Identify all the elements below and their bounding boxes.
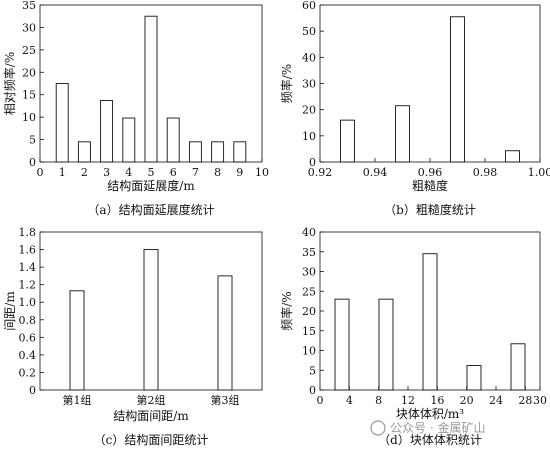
bar-a bbox=[211, 141, 225, 163]
y-tick-label-a: 30 bbox=[22, 21, 36, 34]
y-tick-label-d: 0 bbox=[309, 384, 316, 397]
x-tick-label-a: 10 bbox=[255, 166, 269, 179]
y-tick-label-c: 1.4 bbox=[19, 261, 37, 274]
bar-a bbox=[100, 100, 114, 163]
x-tick-label-d: 16 bbox=[430, 394, 444, 407]
y-tick-label-d: 30 bbox=[302, 266, 316, 279]
y-tick-label-d: 25 bbox=[302, 285, 316, 298]
bar-b bbox=[340, 119, 355, 163]
x-tick-label-a: 2 bbox=[81, 166, 88, 179]
bar-d bbox=[378, 298, 394, 391]
y-tick-label-d: 10 bbox=[302, 345, 316, 358]
y-tick-label-d: 20 bbox=[302, 305, 316, 318]
bar-c bbox=[143, 249, 159, 391]
wechat-icon bbox=[370, 420, 386, 436]
watermark-text: 公众号 · 金属矿山 bbox=[390, 420, 485, 435]
y-tick-label-a: 35 bbox=[22, 0, 36, 12]
x-tick-label-a: 8 bbox=[214, 166, 221, 179]
bar-b bbox=[450, 16, 465, 163]
bar-d bbox=[510, 343, 526, 391]
bar-d bbox=[422, 253, 438, 391]
bar-c bbox=[69, 290, 85, 391]
y-tick-label-a: 5 bbox=[29, 134, 36, 147]
y-tick-label-d: 5 bbox=[309, 364, 316, 377]
y-tick-label-d: 40 bbox=[302, 226, 316, 239]
caption-a: （a）结构面延展度统计 bbox=[87, 202, 214, 217]
caption-d: （d）块体体积统计 bbox=[378, 433, 482, 447]
y-tick-label-c: 1.6 bbox=[19, 244, 37, 257]
y-tick-label-c: 1.0 bbox=[19, 296, 37, 309]
x-tick-label-a: 6 bbox=[170, 166, 177, 179]
x-tick-label-a: 9 bbox=[236, 166, 243, 179]
x-tick-label-b: 1.00 bbox=[528, 166, 550, 179]
y-tick-label-a: 10 bbox=[22, 111, 36, 124]
bar-a bbox=[77, 141, 91, 163]
x-tick-label-d: 28 bbox=[518, 394, 532, 407]
y-tick-label-c: 0 bbox=[29, 384, 36, 397]
bar-a bbox=[55, 83, 69, 163]
x-tick-label-d: 12 bbox=[401, 394, 415, 407]
y-tick-label-b: 30 bbox=[302, 78, 316, 91]
y-tick-label-b: 50 bbox=[302, 25, 316, 38]
x-tick-label-b: 0.94 bbox=[363, 166, 388, 179]
bar-b bbox=[395, 105, 410, 163]
x-tick-label-b: 0.92 bbox=[308, 166, 333, 179]
bar-a bbox=[188, 141, 202, 163]
x-tick-label-d: 8 bbox=[375, 394, 382, 407]
x-tick-label-d: 30 bbox=[533, 394, 547, 407]
y-tick-label-c: 0.6 bbox=[19, 331, 37, 344]
y-tick-label-d: 15 bbox=[302, 325, 316, 338]
y-axis-label-d: 频率/% bbox=[279, 291, 294, 330]
bar-a bbox=[122, 117, 136, 163]
y-tick-label-b: 40 bbox=[302, 51, 316, 64]
y-axis-label-c: 间距/m bbox=[3, 291, 17, 331]
x-axis-label-c: 结构面间距/m bbox=[113, 408, 189, 423]
x-tick-label-a: 1 bbox=[59, 166, 66, 179]
y-tick-label-a: 25 bbox=[22, 44, 36, 57]
x-tick-label-c: 第3组 bbox=[211, 393, 240, 407]
bar-d bbox=[466, 365, 482, 391]
bar-a bbox=[233, 141, 247, 163]
bar-a bbox=[166, 117, 180, 163]
x-tick-label-b: 0.96 bbox=[418, 166, 443, 179]
x-axis-label-d: 块体体积/m³ bbox=[396, 407, 464, 421]
y-tick-label-a: 20 bbox=[22, 66, 36, 79]
y-axis-label-a: 相对频率/% bbox=[2, 52, 17, 115]
y-tick-label-b: 60 bbox=[302, 0, 316, 12]
y-tick-label-c: 0.2 bbox=[19, 366, 37, 379]
y-tick-label-b: 20 bbox=[302, 104, 316, 117]
x-tick-label-c: 第2组 bbox=[137, 393, 166, 407]
x-tick-label-a: 0 bbox=[37, 166, 44, 179]
y-tick-label-b: 10 bbox=[302, 130, 316, 143]
y-tick-label-d: 35 bbox=[302, 246, 316, 259]
x-tick-label-b: 0.98 bbox=[473, 166, 498, 179]
x-tick-label-d: 0 bbox=[317, 394, 324, 407]
x-tick-label-d: 4 bbox=[346, 394, 353, 407]
y-tick-label-a: 15 bbox=[22, 89, 36, 102]
x-axis-label-a: 结构面延展度/m bbox=[107, 178, 195, 193]
x-tick-label-a: 3 bbox=[103, 166, 110, 179]
x-tick-label-c: 第1组 bbox=[63, 393, 92, 407]
x-tick-label-a: 4 bbox=[125, 166, 132, 179]
x-axis-label-b: 粗糙度 bbox=[412, 178, 448, 193]
bar-d bbox=[334, 298, 350, 391]
y-tick-label-a: 0 bbox=[29, 156, 36, 169]
bar-a bbox=[144, 15, 158, 163]
y-tick-label-c: 0.4 bbox=[19, 349, 37, 362]
bar-b bbox=[505, 150, 520, 163]
x-tick-label-a: 7 bbox=[192, 166, 199, 179]
y-tick-label-b: 0 bbox=[309, 156, 316, 169]
y-tick-label-c: 0.8 bbox=[19, 314, 37, 327]
x-tick-label-a: 5 bbox=[148, 166, 155, 179]
y-axis-label-b: 频率/% bbox=[279, 64, 294, 103]
y-tick-label-c: 1.2 bbox=[19, 279, 37, 292]
bar-c bbox=[217, 275, 233, 391]
caption-c: （c）结构面间距统计 bbox=[94, 432, 209, 447]
caption-b: （b）粗糙度统计 bbox=[384, 202, 476, 217]
x-tick-label-d: 24 bbox=[489, 394, 503, 407]
y-tick-label-c: 1.8 bbox=[19, 226, 37, 239]
x-tick-label-d: 20 bbox=[460, 394, 474, 407]
